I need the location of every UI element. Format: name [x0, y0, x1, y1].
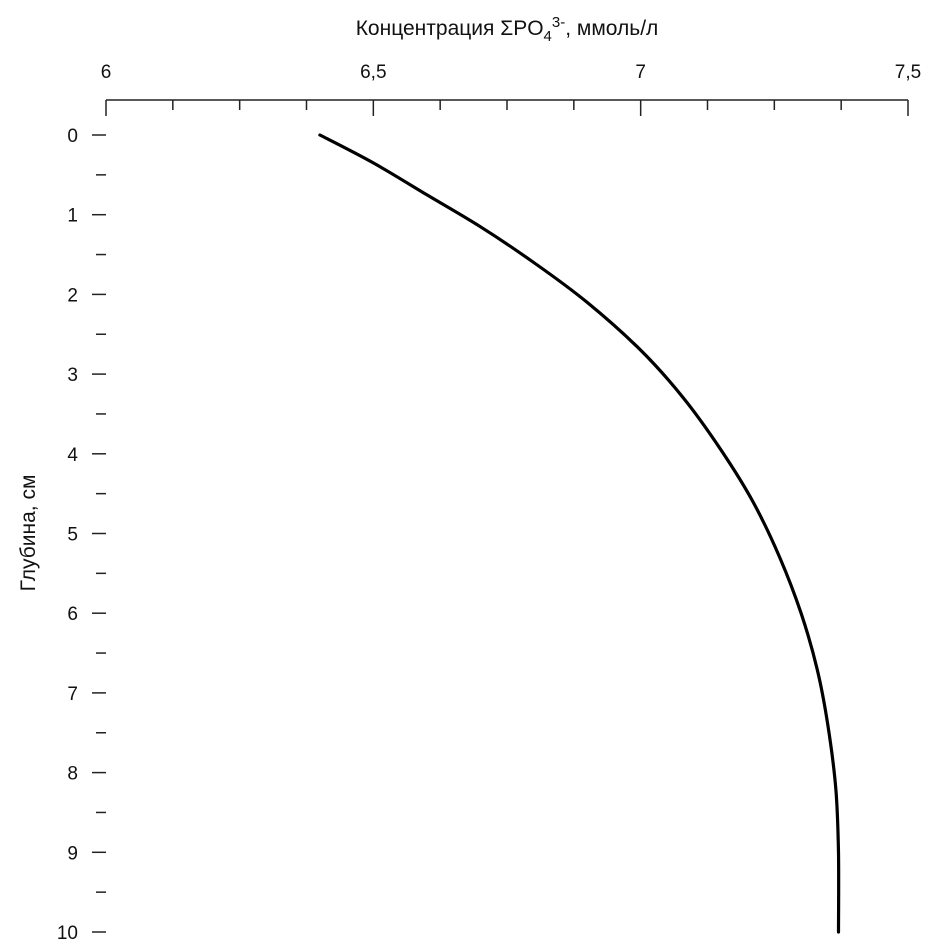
x-tick-label: 7,5	[895, 62, 921, 83]
y-tick-label: 7	[67, 684, 78, 705]
y-tick-label: 5	[67, 525, 78, 546]
x-axis: 6 6,5 7 7,5	[101, 62, 921, 116]
x-axis-title-prefix: Концентрация ΣPO	[356, 17, 544, 40]
y-tick-label: 0	[67, 126, 78, 147]
y-tick-label: 10	[57, 923, 78, 942]
x-axis-title-suffix: , ммоль/л	[565, 17, 658, 40]
y-tick-label: 6	[67, 604, 78, 625]
x-axis-title: Концентрация ΣPO43-, ммоль/л	[356, 14, 659, 45]
y-tick-label: 3	[67, 365, 78, 386]
y-tick-label: 8	[67, 764, 78, 785]
y-axis-title: Глубина, см	[17, 475, 40, 592]
y-tick-label: 1	[67, 206, 78, 227]
x-axis-title-superscript: 3-	[552, 14, 565, 31]
series-line	[318, 133, 841, 934]
x-tick-label: 6,5	[360, 62, 386, 83]
y-tick-label: 2	[67, 285, 78, 306]
series-group	[318, 133, 841, 934]
y-tick-label: 4	[67, 445, 78, 466]
x-axis-title-subscript: 4	[544, 28, 552, 45]
y-axis: 0 1 2 3 4 5 6 7 8 9 10	[57, 126, 106, 942]
x-tick-label: 7	[635, 62, 646, 83]
y-tick-label: 9	[67, 843, 78, 864]
x-tick-label: 6	[101, 62, 112, 83]
